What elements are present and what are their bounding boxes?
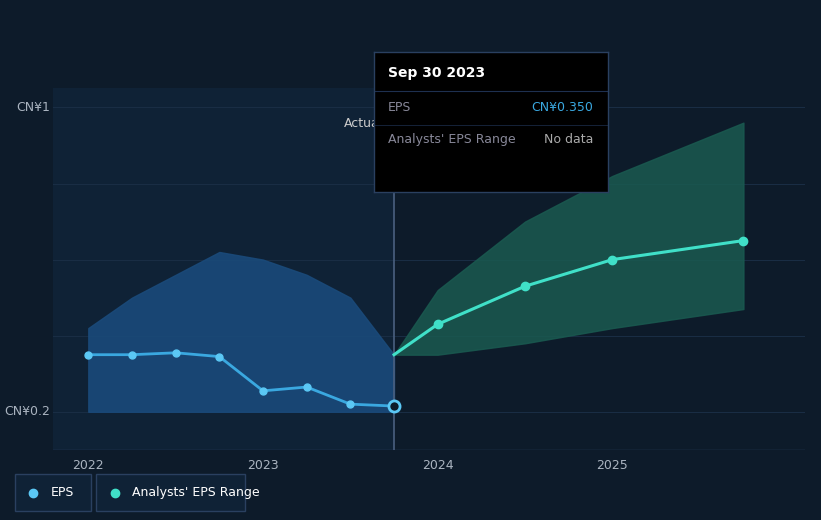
Text: CN¥1: CN¥1 [16,101,50,114]
Text: 2025: 2025 [597,459,628,472]
Text: Analysts' EPS Range: Analysts' EPS Range [132,486,259,499]
Bar [15,474,91,511]
Text: Actual: Actual [344,117,383,130]
Text: Analysts Forecasts: Analysts Forecasts [405,117,521,130]
Text: 2023: 2023 [247,459,279,472]
Text: EPS: EPS [388,101,411,114]
Text: No data: No data [544,134,594,147]
Bar [96,474,245,511]
Text: Analysts' EPS Range: Analysts' EPS Range [388,134,516,147]
Text: EPS: EPS [51,486,74,499]
Text: CN¥0.2: CN¥0.2 [4,405,50,418]
Text: 2024: 2024 [422,459,453,472]
Text: 2022: 2022 [72,459,104,472]
Bar [53,88,394,450]
Text: CN¥0.350: CN¥0.350 [532,101,594,114]
Text: Sep 30 2023: Sep 30 2023 [388,66,484,80]
